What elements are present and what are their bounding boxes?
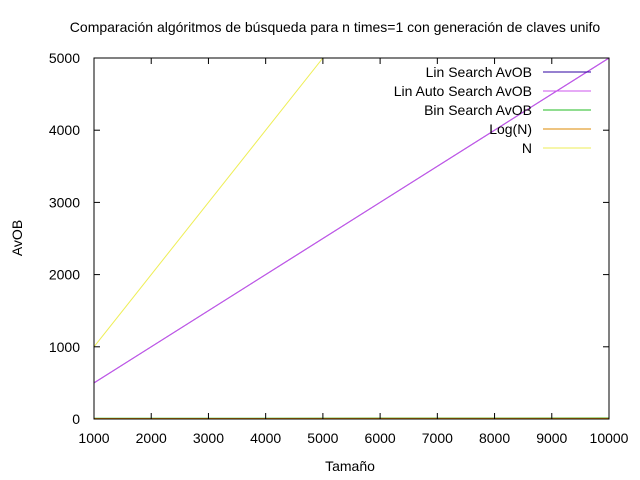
series-line-1: [94, 58, 609, 384]
y-tick-label: 5000: [49, 50, 80, 66]
x-tick-label: 4000: [250, 430, 281, 446]
y-axis-label: AvOB: [9, 220, 25, 256]
x-axis-label: Tamaño: [325, 458, 375, 474]
legend: Lin Search AvOB Lin Auto Search AvOB Bin S…: [394, 64, 591, 156]
plot-frame: [93, 57, 610, 420]
ticks-layer: 1000 2000 3000 4000 5000 6000 7000 8000 9000 1000…: [49, 50, 629, 446]
x-tick-label: 6000: [365, 430, 396, 446]
x-tick-label: 7000: [422, 430, 453, 446]
x-tick-label: 1000: [78, 430, 109, 446]
x-tick-label: 8000: [479, 430, 510, 446]
legend-label-0: Lin Search AvOB: [426, 64, 532, 80]
x-tick-label: 3000: [193, 430, 224, 446]
legend-label-2: Bin Search AvOB: [424, 102, 532, 118]
legend-label-3: Log(N): [489, 121, 532, 137]
chart-title: Comparación algóritmos de búsqueda para …: [70, 19, 601, 35]
legend-label-1: Lin Auto Search AvOB: [394, 83, 532, 99]
series-layer: [94, 58, 609, 419]
x-tick-label: 5000: [307, 430, 338, 446]
x-tick-label: 9000: [536, 430, 567, 446]
legend-label-4: N: [522, 140, 532, 156]
y-tick-label: 2000: [49, 267, 80, 283]
y-tick-label: 4000: [49, 122, 80, 138]
y-tick-label: 0: [72, 411, 80, 427]
y-tick-label: 3000: [49, 194, 80, 210]
y-tick-label: 1000: [49, 339, 80, 355]
series-line-4: [94, 58, 324, 348]
x-tick-label: 2000: [136, 430, 167, 446]
x-tick-label: 10000: [590, 430, 629, 446]
